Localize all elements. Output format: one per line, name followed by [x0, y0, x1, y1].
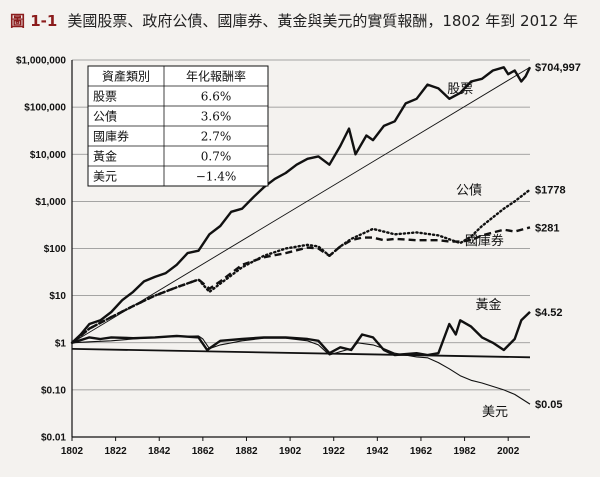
figure-title: 美國股票、政府公債、國庫券、黃金與美元的實質報酬，1802 年到 2012 年 [67, 11, 578, 30]
x-tick-label: 1942 [366, 446, 389, 457]
series-line-bonds [70, 188, 532, 344]
table-asset-cell: 美元 [93, 170, 117, 184]
series-line-gold [71, 311, 531, 357]
table-asset-cell: 黃金 [93, 149, 117, 164]
y-tick-label: $100 [44, 244, 67, 255]
x-tick-label: 2002 [497, 446, 520, 457]
y-tick-label: $0.01 [41, 433, 66, 444]
end-label-dollar: $0.05 [535, 399, 563, 411]
table-asset-cell: 股票 [93, 90, 117, 104]
y-tick-label: $100,000 [24, 103, 66, 114]
series-label-dollar: 美元 [482, 405, 508, 420]
x-tick-label: 1902 [279, 446, 302, 457]
series-label-stocks: 股票 [447, 82, 473, 97]
figure-label: 圖 1-1 [10, 11, 58, 30]
series-lines [70, 66, 532, 405]
end-label-bonds: $1778 [535, 185, 566, 197]
end-label-stocks: $704,997 [535, 62, 581, 74]
figure-title-bar: 圖 1-1 美國股票、政府公債、國庫券、黃金與美元的實質報酬，1802 年到 2… [10, 9, 590, 31]
y-tick-label: $0.10 [41, 385, 66, 396]
table-header-cell: 資產類別 [102, 69, 150, 84]
x-tick-label: 1822 [104, 446, 127, 457]
table-return-cell: 2.7% [201, 130, 232, 144]
x-tick-label: 1882 [235, 446, 258, 457]
axes: $1,000,000 $100,000 $10,000 $1,000 $100 $10 $1… [16, 56, 530, 457]
table-header-cell: 年化報酬率 [186, 69, 246, 84]
x-tick-label: 1862 [192, 446, 215, 457]
end-label-bills: $281 [535, 222, 559, 234]
table-return-cell: 6.6% [201, 90, 232, 104]
y-tick-label: $1,000 [35, 197, 66, 208]
y-tick-label: $10 [49, 291, 66, 302]
series-line-stock-trend [71, 66, 531, 344]
x-tick-label: 1842 [148, 446, 171, 457]
y-tick-label: $1 [55, 338, 67, 349]
x-tick-label: 1922 [323, 446, 346, 457]
x-tick-label: 1802 [61, 446, 84, 457]
table-return-cell: −1.4% [196, 170, 237, 184]
end-label-gold: $4.52 [535, 307, 563, 319]
table-return-cell: 3.6% [201, 110, 232, 124]
series-line-stocks [71, 66, 532, 344]
table-return-cell: 0.7% [201, 150, 232, 164]
x-tick-label: 1982 [453, 446, 476, 457]
series-label-bonds: 公債 [456, 183, 482, 198]
table-asset-cell: 國庫券 [93, 129, 129, 144]
series-line-dollar-flat-trend [71, 348, 531, 359]
series-line-dollar [71, 335, 531, 405]
y-tick-label: $1,000,000 [16, 56, 66, 67]
table-asset-cell: 公債 [93, 109, 117, 124]
series-line-bills [71, 226, 531, 344]
x-tick-label: 1962 [410, 446, 433, 457]
series-label-gold: 黃金 [475, 297, 501, 313]
y-tick-label: $10,000 [30, 150, 67, 161]
series-label-bills: 國庫券 [465, 233, 504, 249]
